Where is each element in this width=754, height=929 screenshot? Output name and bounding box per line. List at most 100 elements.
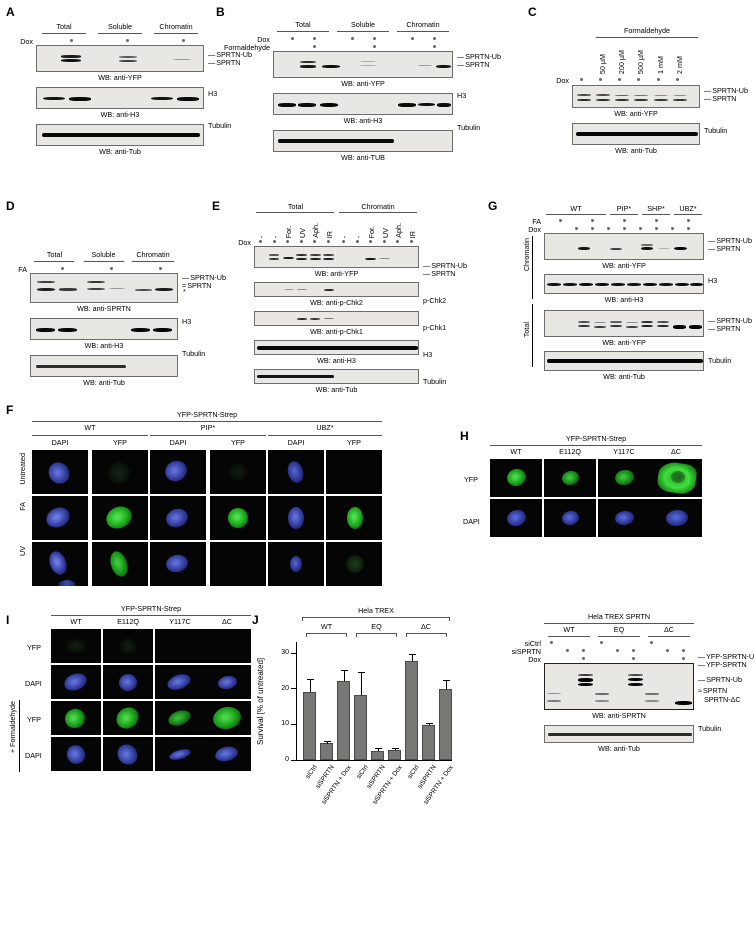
- panel-c-group-formaldehyde: Formaldehyde: [624, 26, 670, 35]
- micro-cell: [210, 496, 266, 540]
- dot: [657, 78, 660, 81]
- panel-d-rightlabels-sprtn: — SPRTN-Ub = SPRTN *: [182, 273, 226, 296]
- panel-j-ytick-0: 0: [285, 756, 289, 763]
- panel-j-rightlabels-sprtn: — YFP-SPRTN-Ub — YFP-SPRTN: [698, 652, 754, 670]
- panel-f-row-untreated: Untreated: [18, 453, 27, 485]
- micro-cell: [51, 629, 101, 663]
- panel-i-row-label-dapi-1: DAPI: [25, 679, 42, 688]
- dot: [159, 267, 162, 270]
- panel-i-construct-dc: ΔC: [222, 617, 232, 626]
- panel-j-blot-group-dc: ΔC: [664, 625, 674, 634]
- panel-i-construct-e112q: E112Q: [117, 617, 139, 626]
- micro-cell: [51, 665, 101, 699]
- micro-cell: [51, 701, 101, 735]
- panel-e-rightlabels-yfp: — SPRTN-Ub — SPRTN: [423, 261, 467, 279]
- panel-b-group-total: Total: [295, 20, 311, 29]
- panel-e-rightlabel-tub: Tubulin: [423, 377, 447, 386]
- panel-d-group-soluble: Soluble: [91, 250, 116, 259]
- dot: [591, 227, 594, 230]
- panel-e-rightlabel-pchk2: p-Chk2: [423, 296, 447, 305]
- panel-e-treat-c5: IR: [408, 230, 417, 238]
- panel-f-label: F: [6, 403, 14, 417]
- panel-c-rightlabels-yfp: — SPRTN-Ub — SPRTN: [704, 86, 748, 104]
- panel-f-channel-pip-yfp: YFP: [231, 438, 245, 447]
- panel-g-label: G: [488, 199, 498, 213]
- panel-b-rightlabel-tub: Tubulin: [457, 123, 481, 132]
- dot: [655, 227, 658, 230]
- band-label: SPRTN: [431, 269, 456, 279]
- panel-j-plot: 0 10 20 30 siCtrl siS: [252, 600, 492, 806]
- dot: [410, 240, 413, 243]
- panel-e-row-label-dox: Dox: [238, 238, 251, 247]
- dot: [396, 240, 399, 243]
- panel-j-blot-tub: [544, 725, 694, 743]
- panel-e-wb-yfp: WB: anti-YFP: [314, 269, 359, 278]
- bar: [303, 692, 316, 760]
- micro-cell: [155, 665, 205, 699]
- dot: [671, 227, 674, 230]
- panel-g-row-label-dox: Dox: [528, 225, 541, 234]
- dot: [580, 78, 583, 81]
- panel-d-blot-h3: [30, 318, 178, 340]
- dot: [687, 219, 690, 222]
- dot: [618, 78, 621, 81]
- panel-j-blot-group-eq: EQ: [613, 625, 625, 634]
- panel-f-channel-pip-dapi: DAPI: [169, 438, 187, 447]
- panel-g-rightlabels-total-yfp: — SPRTN-Ub — SPRTN: [708, 316, 752, 334]
- panel-b-blot-tub: [273, 130, 453, 152]
- panel-d-row-fa: FA: [18, 265, 178, 274]
- dot: [607, 227, 610, 230]
- panel-e-wb-h3: WB: anti-H3: [317, 356, 356, 365]
- panel-b-label: B: [216, 5, 225, 19]
- dot: [300, 240, 303, 243]
- band-label: SPRTN-Ub: [712, 86, 748, 95]
- dot: [313, 240, 316, 243]
- panel-j-chart-title: Hela TREX: [358, 606, 394, 615]
- dot: [637, 78, 640, 81]
- dot: [182, 39, 185, 42]
- bar: [388, 749, 401, 760]
- panel-j-row-label-dox: Dox: [528, 655, 541, 664]
- panel-e-blot-pchk1: [254, 311, 419, 326]
- panel-c-row-label-dox: Dox: [556, 76, 569, 85]
- panel-b-row-label-dox: Dox: [257, 35, 270, 44]
- panel-c-dose-1: 200 µM: [617, 49, 626, 74]
- panel-g-rightlabels-chromatin-yfp: — SPRTN-Ub — SPRTN: [708, 236, 752, 254]
- panel-j-ytick-30: 30: [281, 648, 289, 656]
- panel-f-row-uv: UV: [18, 546, 27, 556]
- micro-cell: [92, 542, 148, 586]
- panel-a-group-chromatin: Chromatin: [159, 22, 193, 31]
- panel-a-wb-h3: WB: anti-H3: [100, 110, 140, 119]
- micro-cell: [32, 496, 88, 540]
- panel-e-blot-tub: [254, 369, 419, 384]
- micro-cell: [103, 629, 153, 663]
- micro-cell: [598, 459, 650, 497]
- panel-e-group-total: Total: [287, 202, 304, 211]
- dot: [342, 240, 345, 243]
- panel-f-construct-wt: WT: [84, 423, 96, 432]
- panel-i-row-label-dapi-2: DAPI: [25, 751, 42, 760]
- micro-cell: [155, 701, 205, 735]
- bar: [337, 680, 350, 760]
- panel-g-wb-chromatin-yfp: WB: anti-YFP: [602, 261, 646, 270]
- panel-i-label: I: [6, 613, 10, 627]
- dot: [582, 657, 585, 660]
- dot: [623, 219, 626, 222]
- dot: [110, 267, 113, 270]
- panel-i-side-label: + Formaldehyde: [8, 701, 17, 754]
- panel-d-wb-h3: WB: anti-H3: [84, 341, 124, 350]
- dot: [259, 240, 262, 243]
- panel-c-wb-tub: WB: anti-Tub: [615, 146, 657, 155]
- panel-j-ytick-10: 10: [281, 720, 289, 727]
- panel-c-dose-3: 1 mM: [656, 56, 665, 74]
- dot: [61, 267, 64, 270]
- panel-j-group-wt: WT: [320, 622, 333, 631]
- dot: [666, 649, 669, 652]
- band-label: SPRTN-Ub: [465, 52, 501, 61]
- panel-f-channel-wt-yfp: YFP: [113, 438, 127, 447]
- panel-g-section-chromatin: Chromatin: [522, 238, 531, 272]
- panel-e-treat-c2: For.: [367, 225, 376, 238]
- dot: [411, 37, 414, 40]
- micro-cell: [103, 701, 153, 735]
- panel-j-wb-tub: WB: anti-Tub: [598, 744, 640, 753]
